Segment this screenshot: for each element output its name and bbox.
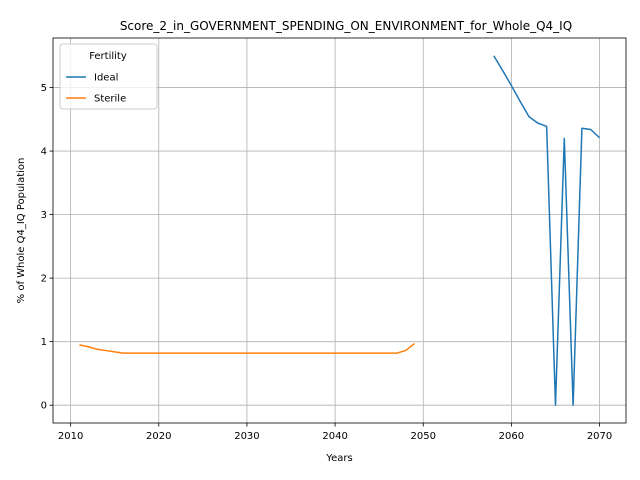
x-tick-label: 2050 bbox=[411, 431, 436, 442]
y-tick-label: 5 bbox=[41, 83, 47, 94]
plot-area-frame bbox=[52, 37, 627, 424]
legend-title: Fertility bbox=[89, 51, 127, 62]
x-axis-label: Years bbox=[325, 453, 352, 464]
y-tick-label: 1 bbox=[41, 337, 47, 348]
x-tick-label: 2060 bbox=[499, 431, 524, 442]
series-line-ideal bbox=[493, 55, 601, 406]
x-tick-label: 2040 bbox=[322, 431, 347, 442]
chart-title: Score_2_in_GOVERNMENT_SPENDING_ON_ENVIRO… bbox=[120, 19, 572, 33]
x-tick-label: 2020 bbox=[146, 431, 171, 442]
x-tick-label: 2010 bbox=[58, 431, 83, 442]
series-line-sterile bbox=[79, 343, 415, 354]
legend-label-sterile: Sterile bbox=[94, 94, 126, 105]
legend: Fertility Ideal Sterile bbox=[59, 43, 158, 110]
y-tick-label: 0 bbox=[41, 401, 47, 412]
axis-ticks: 2010 2020 2030 2040 2050 2060 2070 0 1 2 3 4 5 bbox=[41, 83, 613, 442]
y-axis-label: % of Whole Q4_IQ Population bbox=[16, 158, 27, 304]
x-tick-label: 2070 bbox=[587, 431, 612, 442]
legend-box bbox=[59, 43, 158, 110]
grid bbox=[53, 38, 626, 423]
y-tick-label: 2 bbox=[41, 274, 47, 285]
series-lines bbox=[79, 55, 601, 406]
legend-items: Ideal Sterile bbox=[66, 73, 126, 105]
y-tick-label: 4 bbox=[41, 147, 47, 158]
legend-label-ideal: Ideal bbox=[94, 73, 118, 84]
y-tick-label: 3 bbox=[41, 210, 47, 221]
x-tick-label: 2030 bbox=[234, 431, 259, 442]
